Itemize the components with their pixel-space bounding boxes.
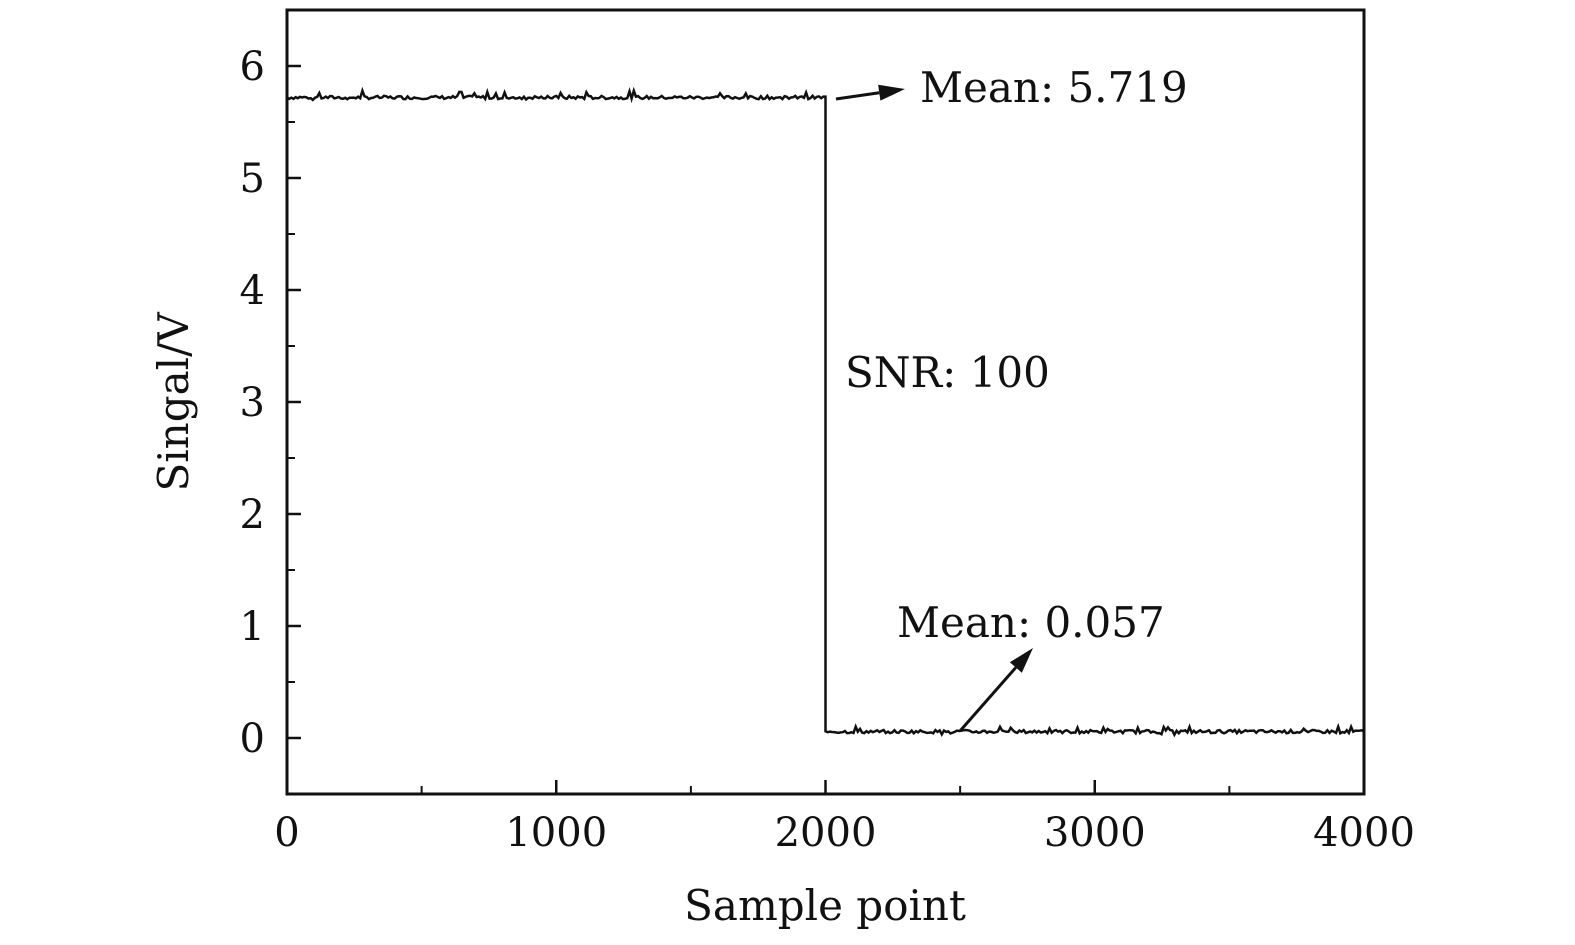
- low-mean-label: Mean: 0.057: [897, 598, 1165, 647]
- y-tick-label: 3: [240, 380, 265, 426]
- plot-area: 0 1000 2000 3000 4000 0 1 2 3 4 5 6 Mean: 5.719 SN…: [240, 8, 1415, 856]
- y-tick-label: 1: [240, 604, 265, 650]
- y-axis-ticks: 0 1 2 3 4 5 6: [240, 9, 301, 795]
- y-tick-label: 4: [240, 268, 265, 314]
- low-mean-arrow: [958, 666, 1017, 732]
- low-mean-arrowhead: [1009, 648, 1033, 673]
- x-tick-label: 2000: [775, 810, 877, 856]
- snr-label: SNR: 100: [845, 348, 1050, 397]
- y-axis-label: Singal/V: [149, 312, 198, 492]
- annotation-arrows: [835, 84, 1033, 732]
- high-mean-label: Mean: 5.719: [920, 63, 1188, 112]
- y-tick-label: 0: [240, 716, 265, 762]
- y-tick-label: 2: [240, 492, 265, 538]
- high-mean-arrowhead: [878, 84, 905, 101]
- y-tick-label: 5: [240, 156, 265, 202]
- x-axis-label: Sample point: [684, 881, 966, 930]
- x-axis-ticks: 0 1000 2000 3000 4000: [274, 780, 1415, 856]
- high-mean-arrow: [835, 91, 880, 101]
- signal-series-line: [286, 86, 1365, 738]
- y-tick-label: 6: [240, 44, 265, 90]
- x-tick-label: 1000: [505, 810, 607, 856]
- x-tick-label: 0: [274, 810, 299, 856]
- x-tick-label: 3000: [1044, 810, 1146, 856]
- x-tick-label: 4000: [1313, 810, 1415, 856]
